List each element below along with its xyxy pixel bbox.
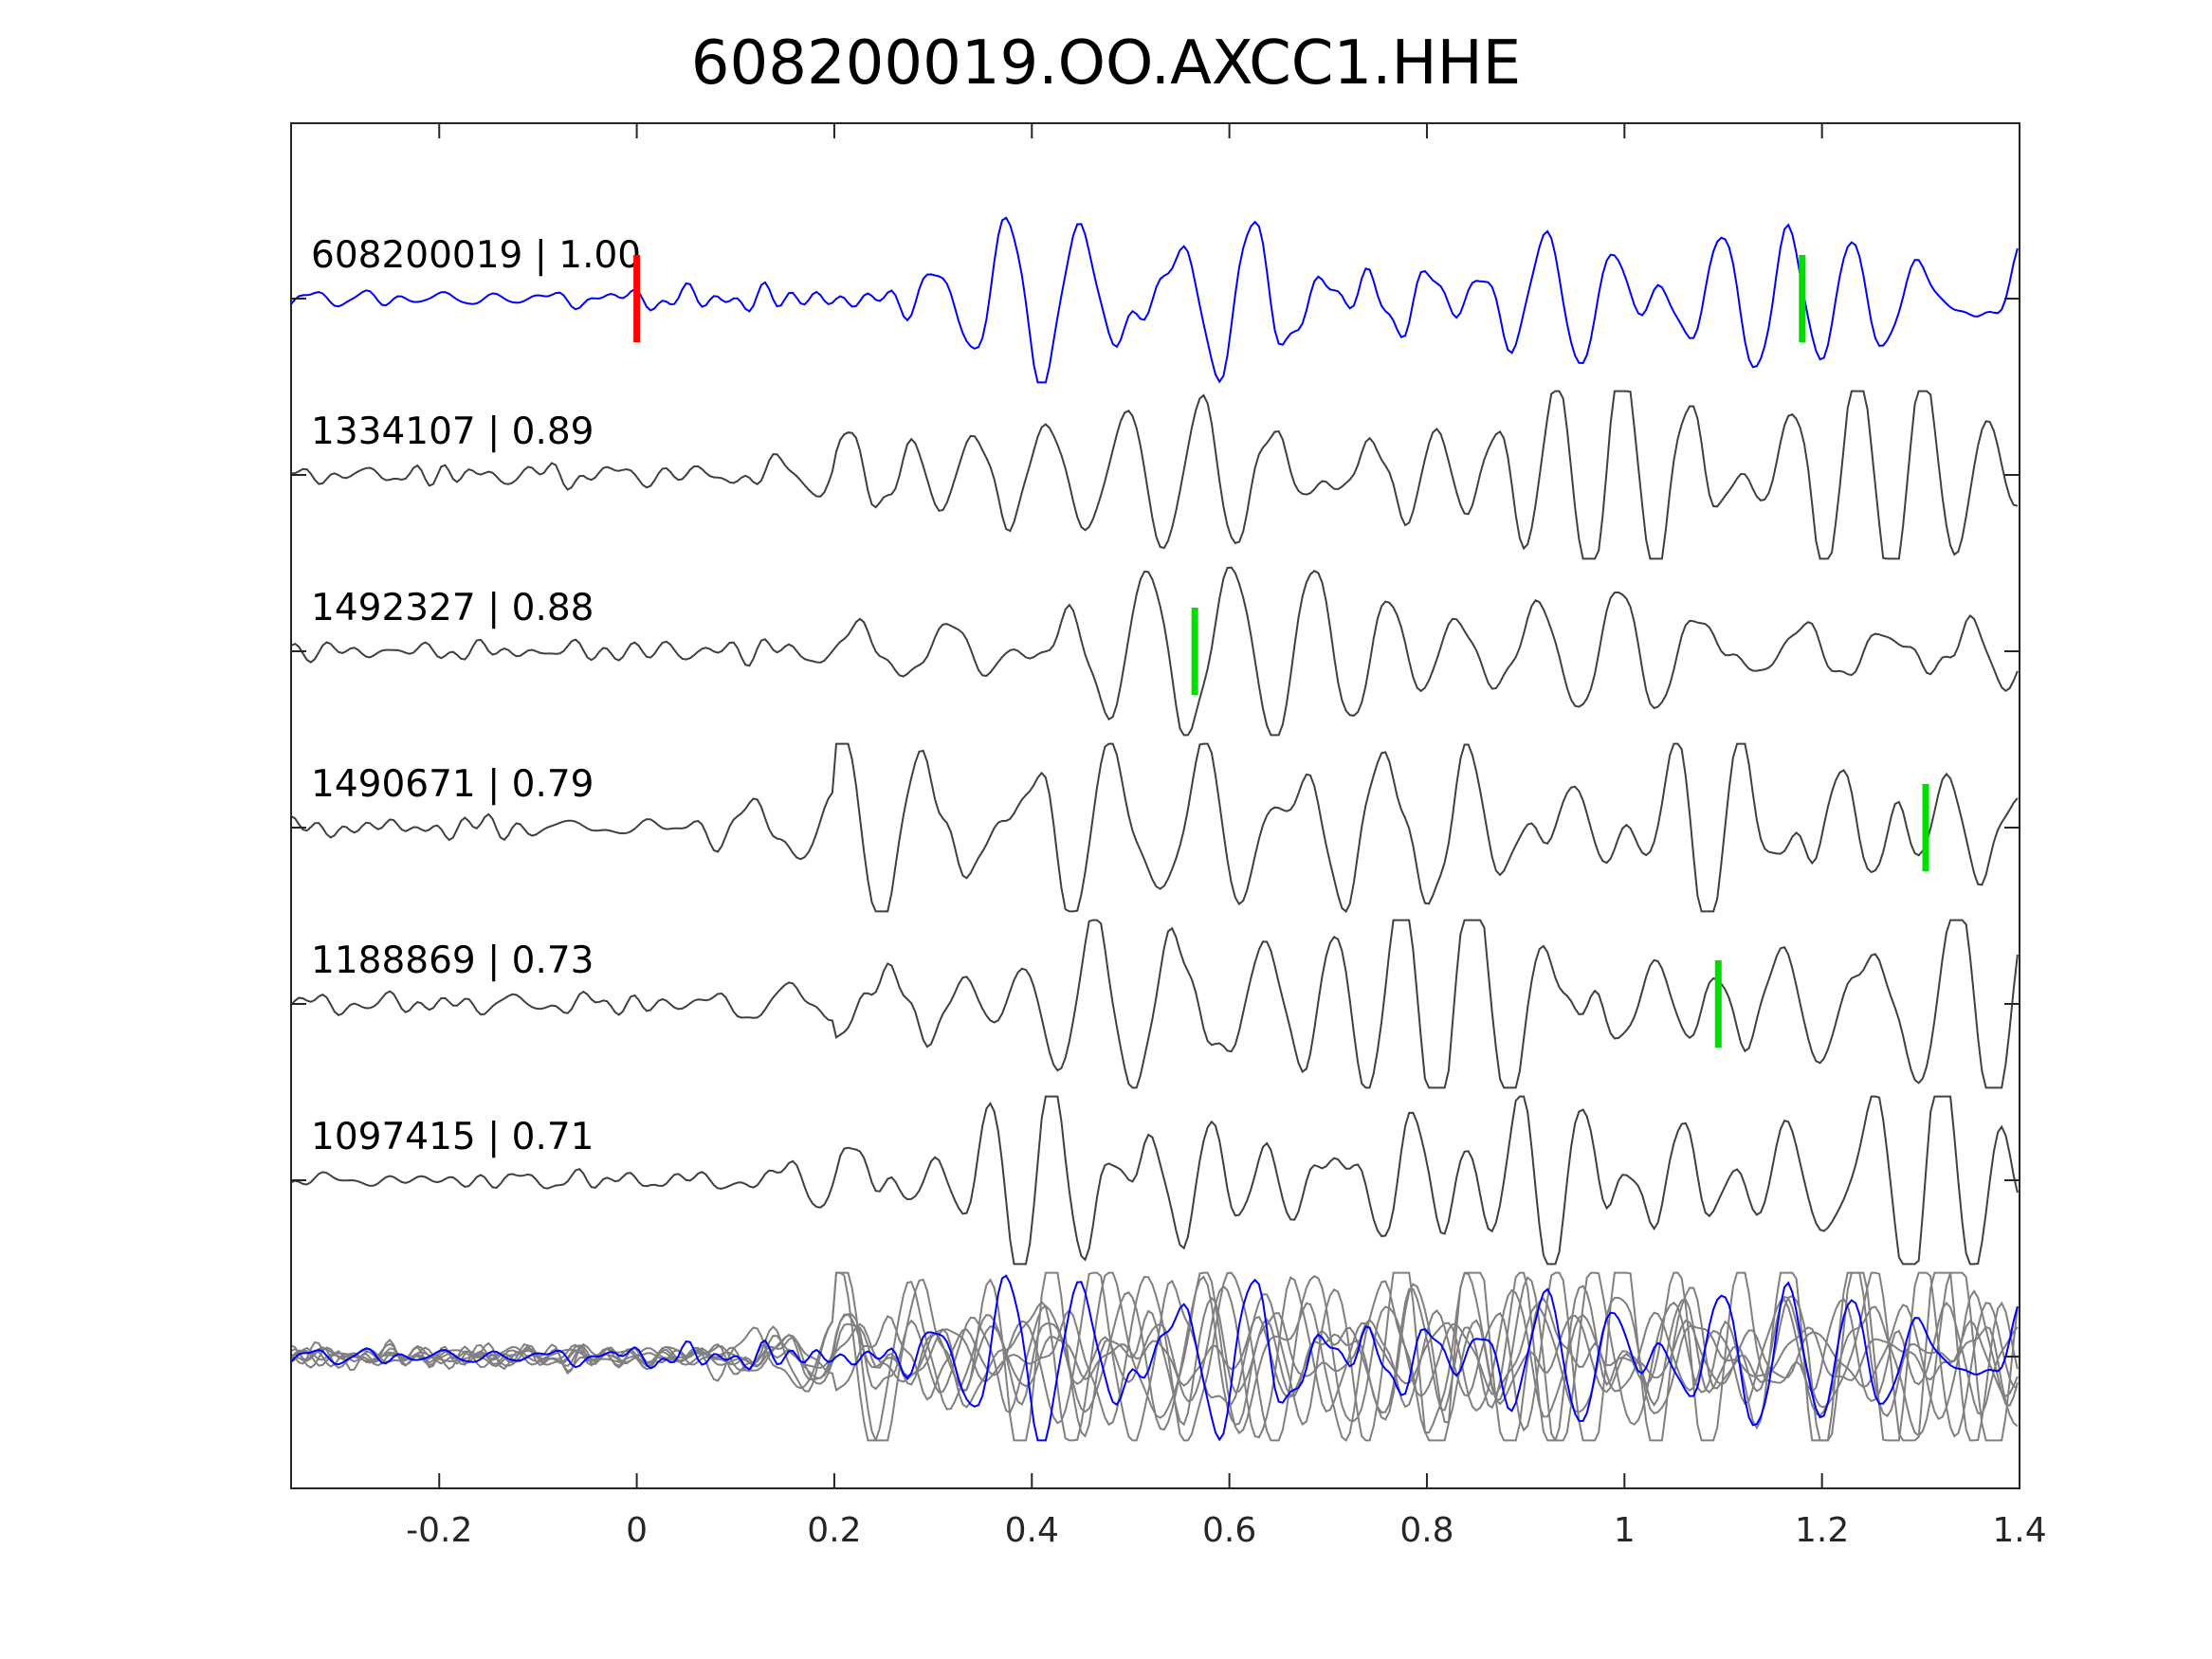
trace-1490671 [290, 742, 2019, 913]
x-tick-label: 0 [626, 1511, 648, 1550]
x-tick-label: 0.8 [1399, 1511, 1453, 1550]
axis-ticks: -0.2 0 0.2 0.4 0.6 0.8 1 1.2 1.4 [291, 123, 2047, 1550]
trace-label: 1097415 | 0.71 [311, 1116, 594, 1158]
x-tick-label: 0.4 [1005, 1511, 1059, 1550]
overlay-trace [290, 1271, 2019, 1442]
trace-label: 1188869 | 0.73 [311, 939, 594, 982]
trace-label: 1334107 | 0.89 [311, 410, 594, 453]
overlay-trace [290, 1271, 2019, 1442]
overlay-master-trace [290, 1274, 2019, 1442]
trace-1188869 [290, 919, 2019, 1089]
trace-1334107 [290, 390, 2019, 560]
trace-1492327 [290, 566, 2019, 737]
x-tick-label: 1.2 [1795, 1511, 1849, 1550]
overlay-trace [290, 1271, 2019, 1442]
x-tick-label: 0.2 [807, 1511, 861, 1550]
trace-label: 1490671 | 0.79 [311, 763, 594, 806]
x-tick-label: 0.6 [1202, 1511, 1256, 1550]
trace-608200019 [290, 216, 2019, 384]
x-tick-label: 1 [1614, 1511, 1636, 1550]
trace-label: 608200019 | 1.00 [311, 234, 641, 277]
plot-frame [290, 122, 2020, 1489]
x-tick-label: -0.2 [406, 1511, 472, 1550]
x-tick-label: 1.4 [1992, 1511, 2046, 1550]
trace-1097415 [290, 1095, 2019, 1266]
chart-title: 608200019.OO.AXCC1.HHE [690, 28, 1522, 99]
trace-label: 1492327 | 0.88 [311, 587, 594, 629]
traces-group: 608200019 | 1.00 1334107 | 0.89 1492327 | … [290, 216, 2019, 1442]
